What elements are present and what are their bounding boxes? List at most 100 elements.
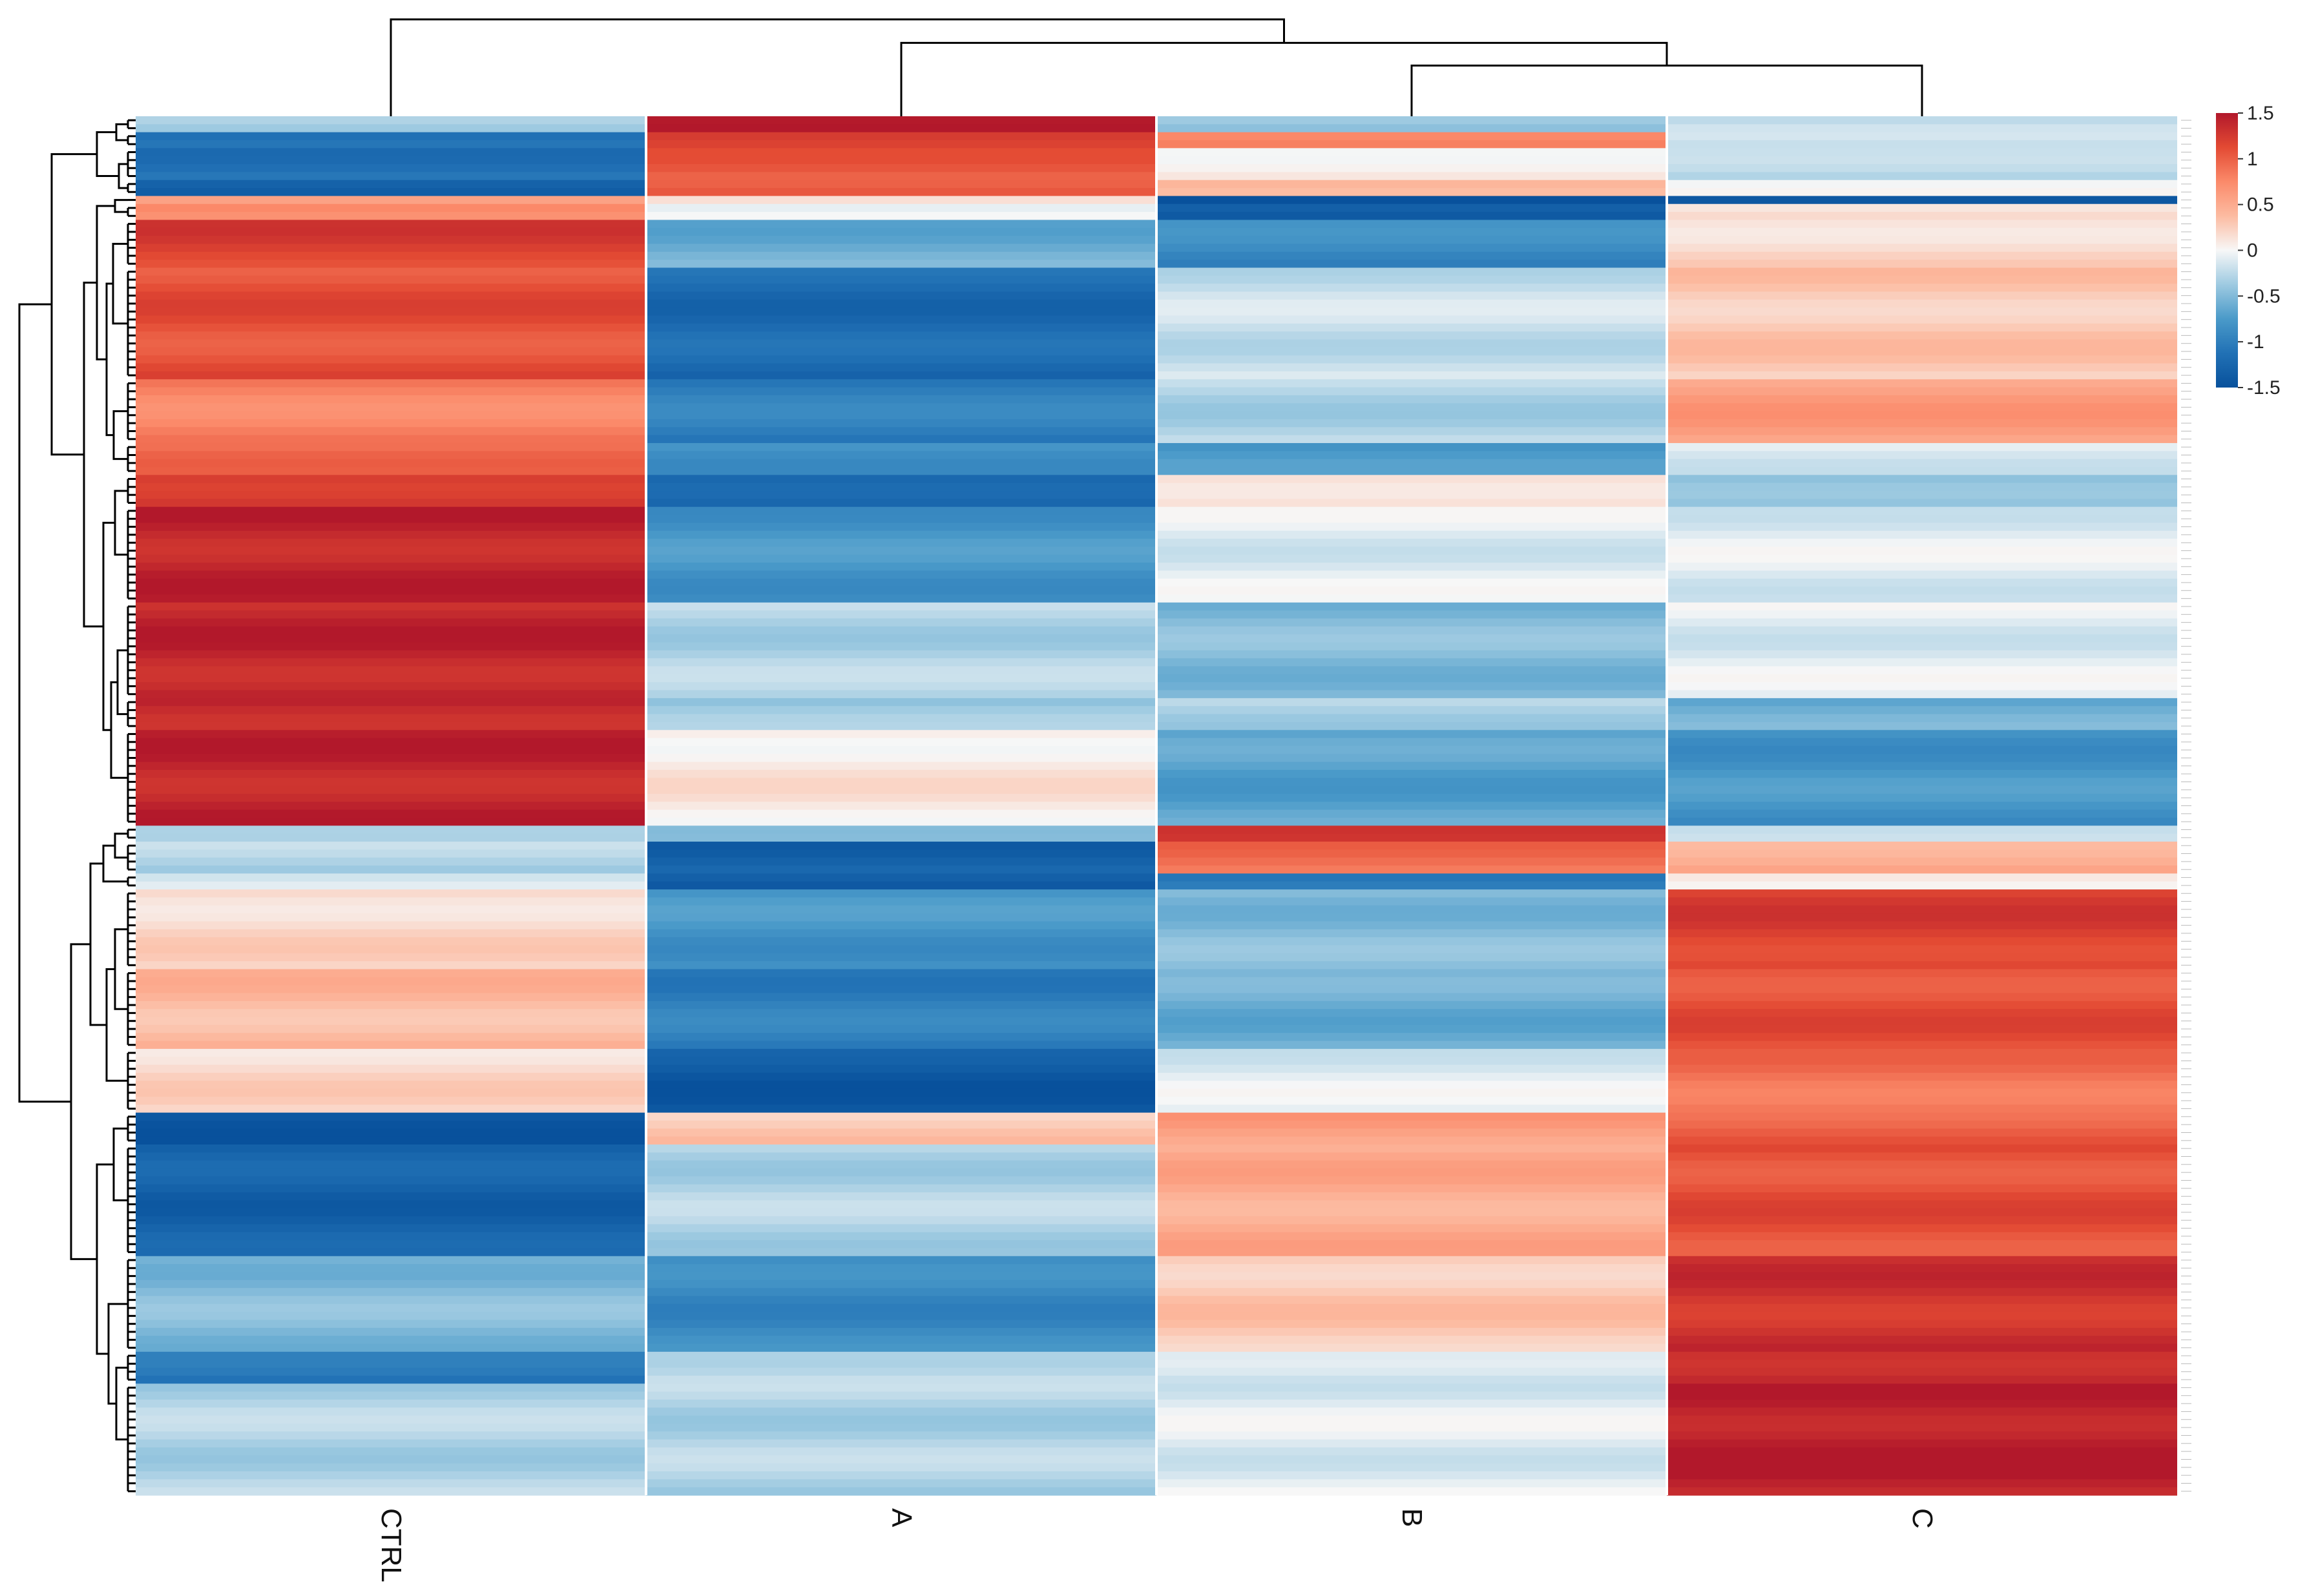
heatmap-cell bbox=[136, 515, 646, 523]
heatmap-cell bbox=[1156, 857, 1667, 866]
heatmap-cell bbox=[136, 1136, 646, 1145]
heatmap-cell bbox=[1667, 1192, 2177, 1201]
heatmap-cell bbox=[1156, 419, 1667, 428]
row-dendrogram-link bbox=[102, 521, 115, 731]
heatmap-cell bbox=[646, 1336, 1156, 1345]
heatmap-cell bbox=[646, 921, 1156, 930]
heatmap-cell bbox=[1667, 1184, 2177, 1193]
heatmap-cell bbox=[1156, 1144, 1667, 1153]
heatmap-cell bbox=[136, 339, 646, 348]
heatmap-cell bbox=[646, 1447, 1156, 1456]
row-dendrogram-link bbox=[112, 242, 128, 325]
heatmap-cell bbox=[136, 1128, 646, 1137]
heatmap-cell bbox=[646, 578, 1156, 587]
heatmap-cell bbox=[646, 156, 1156, 165]
heatmap-cell bbox=[136, 658, 646, 667]
heatmap-cell bbox=[136, 1112, 646, 1121]
heatmap-cell bbox=[1667, 1415, 2177, 1424]
heatmap-cell bbox=[136, 1216, 646, 1225]
heatmap-cell bbox=[646, 1176, 1156, 1185]
heatmap-cell bbox=[136, 506, 646, 515]
heatmap-cell bbox=[646, 148, 1156, 157]
heatmap-cell bbox=[1667, 610, 2177, 619]
heatmap-cell bbox=[646, 730, 1156, 739]
heatmap-cell bbox=[1156, 339, 1667, 348]
heatmap-cell bbox=[1667, 849, 2177, 858]
row-dendrogram-link bbox=[105, 968, 128, 1082]
heatmap-cell bbox=[1667, 363, 2177, 372]
column-label: CTRL bbox=[375, 1508, 407, 1582]
heatmap-cell bbox=[646, 227, 1156, 236]
heatmap-cell bbox=[646, 1240, 1156, 1249]
heatmap-cell bbox=[1156, 793, 1667, 802]
heatmap-cell bbox=[1156, 937, 1667, 946]
heatmap-cell bbox=[1156, 1081, 1667, 1090]
heatmap-cell bbox=[1667, 1033, 2177, 1042]
heatmap-cell bbox=[1667, 1391, 2177, 1400]
heatmap-cell bbox=[1667, 1168, 2177, 1177]
heatmap-cell bbox=[1667, 132, 2177, 141]
heatmap-cell bbox=[136, 1017, 646, 1026]
heatmap-cell bbox=[136, 1144, 646, 1153]
heatmap-cell bbox=[1667, 825, 2177, 834]
heatmap-cell bbox=[646, 299, 1156, 308]
heatmap-cell bbox=[1156, 993, 1667, 1002]
column-separator bbox=[645, 116, 647, 1495]
heatmap-cell bbox=[136, 809, 646, 818]
heatmap-cell bbox=[1156, 809, 1667, 818]
heatmap-cell bbox=[1667, 1272, 2177, 1281]
row-dendrogram-link bbox=[83, 282, 103, 628]
heatmap-cell bbox=[1667, 1176, 2177, 1185]
heatmap-cell bbox=[646, 953, 1156, 962]
heatmap-cell bbox=[646, 610, 1156, 619]
heatmap-cell bbox=[1156, 124, 1667, 133]
heatmap-cell bbox=[136, 1303, 646, 1312]
heatmap-cell bbox=[1667, 889, 2177, 898]
heatmap-cell bbox=[646, 196, 1156, 205]
heatmap-cell bbox=[646, 220, 1156, 229]
heatmap-cell bbox=[1667, 482, 2177, 492]
heatmap-cell bbox=[646, 690, 1156, 699]
heatmap-cell bbox=[1667, 116, 2177, 125]
heatmap-cell bbox=[1667, 1017, 2177, 1026]
heatmap-cell bbox=[1156, 1256, 1667, 1265]
heatmap-cell bbox=[1667, 1248, 2177, 1257]
heatmap-cell bbox=[1667, 546, 2177, 555]
heatmap-cell bbox=[136, 212, 646, 221]
heatmap-cell bbox=[1156, 1136, 1667, 1145]
heatmap-cell bbox=[646, 1041, 1156, 1050]
heatmap-cell bbox=[1156, 506, 1667, 515]
heatmap-cell bbox=[1667, 937, 2177, 946]
heatmap-cell bbox=[136, 563, 646, 572]
heatmap-cell bbox=[136, 284, 646, 293]
column-dendrogram-link bbox=[390, 18, 1285, 116]
heatmap-cell bbox=[646, 442, 1156, 451]
heatmap-cell bbox=[136, 124, 646, 133]
heatmap-cell bbox=[136, 1184, 646, 1193]
heatmap-cell bbox=[646, 1439, 1156, 1448]
heatmap-cell bbox=[136, 825, 646, 834]
heatmap-cell bbox=[1667, 554, 2177, 563]
heatmap-cell bbox=[1667, 658, 2177, 667]
heatmap-cell bbox=[646, 785, 1156, 794]
heatmap-cell bbox=[646, 1216, 1156, 1225]
heatmap-cell bbox=[646, 842, 1156, 850]
heatmap-cell bbox=[1667, 379, 2177, 388]
heatmap-cell bbox=[1667, 1064, 2177, 1073]
heatmap-cell bbox=[646, 1033, 1156, 1042]
heatmap-cell bbox=[136, 539, 646, 548]
heatmap-cell bbox=[1156, 1391, 1667, 1400]
heatmap-cell bbox=[1667, 506, 2177, 515]
heatmap-cell bbox=[1156, 881, 1667, 890]
heatmap-cell bbox=[646, 897, 1156, 906]
heatmap-cell bbox=[136, 1391, 646, 1400]
heatmap-cell bbox=[136, 1423, 646, 1432]
heatmap-cell bbox=[1667, 690, 2177, 699]
heatmap-cell bbox=[646, 203, 1156, 212]
heatmap-cell bbox=[646, 977, 1156, 986]
heatmap-cell bbox=[1667, 1447, 2177, 1456]
heatmap-cell bbox=[1156, 379, 1667, 388]
heatmap-cell bbox=[646, 738, 1156, 747]
heatmap-cell bbox=[136, 1064, 646, 1073]
